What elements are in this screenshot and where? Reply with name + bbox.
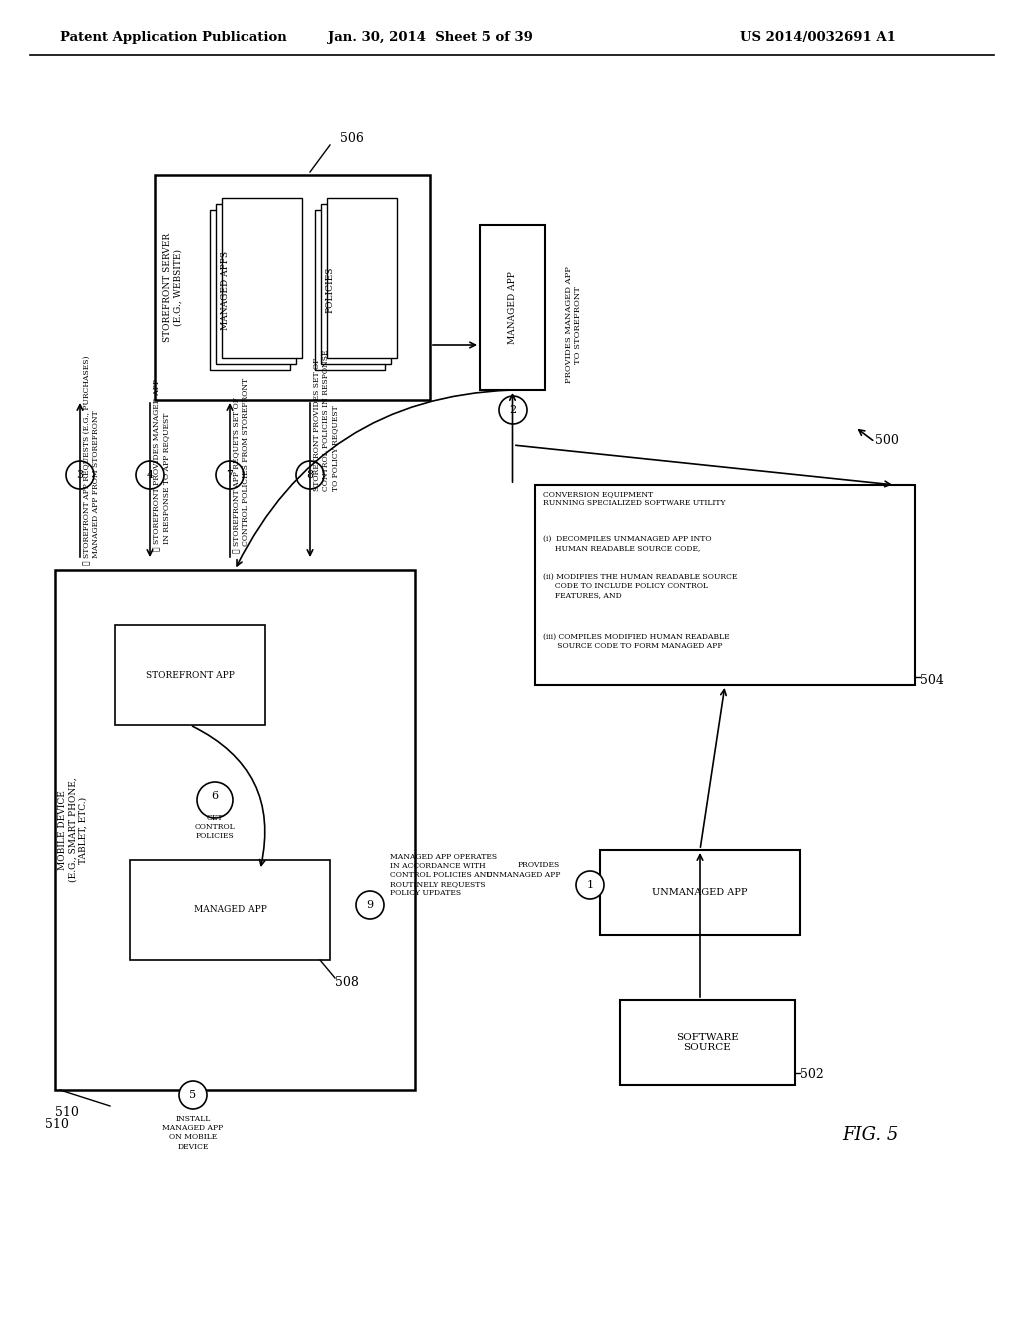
Circle shape (197, 781, 233, 818)
Circle shape (136, 461, 164, 488)
Text: 502: 502 (800, 1068, 823, 1081)
Circle shape (356, 891, 384, 919)
Text: STOREFRONT SERVER
(E.G., WEBSITE): STOREFRONT SERVER (E.G., WEBSITE) (163, 232, 182, 342)
Text: 3: 3 (77, 470, 84, 480)
Circle shape (296, 461, 324, 488)
Text: 500: 500 (874, 433, 899, 446)
Text: STOREFRONT PROVIDES SET OF
CONTROL POLICIES IN RESPONSE
TO POLICY REQUEST: STOREFRONT PROVIDES SET OF CONTROL POLIC… (313, 350, 339, 491)
Text: 504: 504 (920, 673, 944, 686)
Bar (115, 624, 265, 725)
Text: 1: 1 (587, 880, 594, 890)
Bar (210, 210, 290, 370)
Text: GET
CONTROL
POLICIES: GET CONTROL POLICIES (195, 814, 236, 841)
Text: MANAGED APPS: MANAGED APPS (220, 251, 229, 330)
Bar (130, 861, 330, 960)
Text: SOFTWARE
SOURCE: SOFTWARE SOURCE (676, 1032, 739, 1052)
Bar (55, 570, 415, 1090)
Text: ③ STOREFRONT APP REQUESTS (E.G., PURCHASES)
   MANAGED APP FROM STOREFRONT: ③ STOREFRONT APP REQUESTS (E.G., PURCHAS… (83, 355, 100, 565)
Text: MANAGED APP: MANAGED APP (508, 271, 517, 345)
Circle shape (575, 871, 604, 899)
Bar (222, 198, 302, 358)
Text: (ii) MODIFIES THE HUMAN READABLE SOURCE
     CODE TO INCLUDE POLICY CONTROL
    : (ii) MODIFIES THE HUMAN READABLE SOURCE … (543, 573, 737, 599)
Text: 5: 5 (189, 1090, 197, 1100)
Bar (535, 484, 915, 685)
Text: (i)  DECOMPILES UNMANAGED APP INTO
     HUMAN READABLE SOURCE CODE,: (i) DECOMPILES UNMANAGED APP INTO HUMAN … (543, 535, 712, 552)
Text: PROVIDES MANAGED APP
TO STOREFRONT: PROVIDES MANAGED APP TO STOREFRONT (565, 267, 583, 383)
Text: INSTALL
MANAGED APP
ON MOBILE
DEVICE: INSTALL MANAGED APP ON MOBILE DEVICE (163, 1115, 223, 1151)
Text: PROVIDES
UNMANAGED APP: PROVIDES UNMANAGED APP (485, 862, 560, 879)
Text: MANAGED APP OPERATES
IN ACCORDANCE WITH
CONTROL POLICIES AND
ROUTINELY REQUESTS
: MANAGED APP OPERATES IN ACCORDANCE WITH … (390, 853, 497, 898)
Text: MANAGED APP: MANAGED APP (194, 906, 266, 915)
Circle shape (499, 396, 527, 424)
Text: 510: 510 (55, 1106, 79, 1118)
Bar (480, 224, 545, 389)
Text: ④ STOREFRONT PROVIDES MANAGED APP
   IN RESPONSE TO APP REQUEST: ④ STOREFRONT PROVIDES MANAGED APP IN RES… (153, 379, 170, 550)
Text: 4: 4 (146, 470, 154, 480)
Bar (600, 850, 800, 935)
Text: 2: 2 (509, 405, 516, 414)
Text: STOREFRONT APP: STOREFRONT APP (145, 671, 234, 680)
Text: 6: 6 (211, 791, 218, 801)
Text: ⑦ STOREFRONT APP REQUETS SET OF
   CONTROL POLICIES FROM STOREFRONT: ⑦ STOREFRONT APP REQUETS SET OF CONTROL … (233, 378, 250, 553)
Text: FIG. 5: FIG. 5 (842, 1126, 898, 1144)
Bar (327, 198, 397, 358)
Text: MOBILE DEVICE
(E.G., SMART PHONE,
TABLET, ETC.): MOBILE DEVICE (E.G., SMART PHONE, TABLET… (58, 777, 88, 882)
Text: 9: 9 (367, 900, 374, 909)
Text: 7: 7 (226, 470, 233, 480)
Circle shape (216, 461, 244, 488)
Text: 510: 510 (45, 1118, 69, 1131)
Text: Jan. 30, 2014  Sheet 5 of 39: Jan. 30, 2014 Sheet 5 of 39 (328, 30, 532, 44)
Text: CONVERSION EQUIPMENT
RUNNING SPECIALIZED SOFTWARE UTILITY: CONVERSION EQUIPMENT RUNNING SPECIALIZED… (543, 490, 725, 507)
Text: POLICIES: POLICIES (326, 267, 335, 313)
Text: 506: 506 (340, 132, 364, 145)
Bar (321, 205, 391, 364)
Circle shape (179, 1081, 207, 1109)
Circle shape (66, 461, 94, 488)
Bar (155, 176, 430, 400)
Bar (216, 205, 296, 364)
Text: 8: 8 (306, 470, 313, 480)
Text: UNMANAGED APP: UNMANAGED APP (652, 888, 748, 898)
Bar (315, 210, 385, 370)
Text: 508: 508 (335, 975, 358, 989)
Text: US 2014/0032691 A1: US 2014/0032691 A1 (740, 30, 896, 44)
Text: (iii) COMPILES MODIFIED HUMAN READABLE
      SOURCE CODE TO FORM MANAGED APP: (iii) COMPILES MODIFIED HUMAN READABLE S… (543, 634, 730, 651)
Text: Patent Application Publication: Patent Application Publication (60, 30, 287, 44)
Bar (620, 1001, 795, 1085)
